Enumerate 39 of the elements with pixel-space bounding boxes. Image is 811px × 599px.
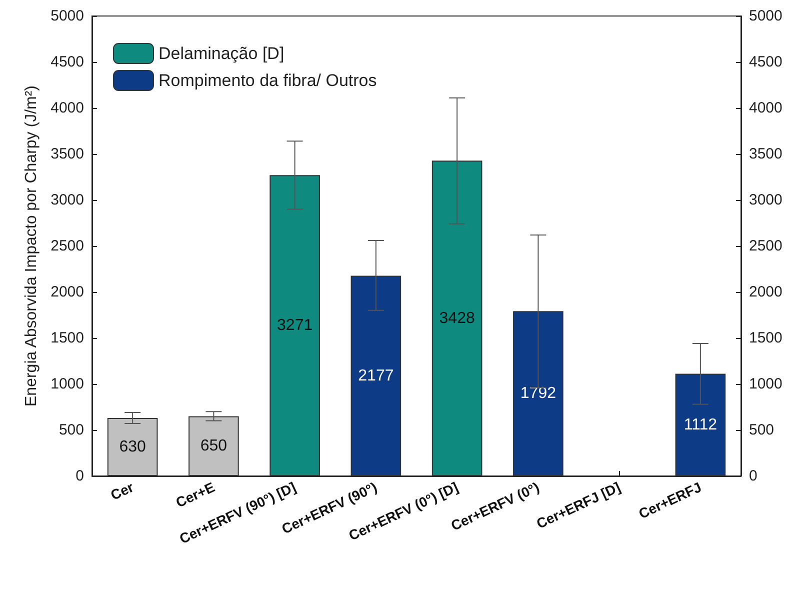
legend-label: Delaminação [D] [158, 44, 284, 63]
y-tick-label: 4000 [50, 100, 84, 116]
bar [432, 160, 482, 476]
bar [188, 416, 239, 476]
bar [675, 374, 726, 476]
y-tick-label: 1500 [50, 330, 84, 346]
y2-tick-label: 5000 [749, 8, 782, 24]
y2-tick-label: 2500 [749, 238, 782, 254]
bar [270, 175, 320, 476]
y2-tick-label: 1500 [749, 330, 782, 346]
y2-tick-label: 4000 [749, 100, 782, 116]
x-tick-label: Cer [108, 478, 136, 504]
bar [350, 276, 402, 476]
y2-tick-label: 2000 [749, 284, 782, 300]
y-tick-label: 4500 [50, 54, 84, 70]
legend-label: Rompimento da fibra/ Outros [158, 71, 377, 90]
y2-tick-label: 3500 [749, 146, 782, 162]
y-tick-label: 500 [58, 422, 84, 438]
data-label: 3271 [277, 317, 313, 334]
y2-tick-label: 500 [749, 422, 774, 438]
y2-tick-label: 0 [749, 468, 758, 484]
y-tick-label: 0 [76, 468, 84, 484]
y2-tick-label: 3000 [749, 192, 782, 208]
y2-tick-label: 4500 [749, 54, 782, 70]
y-tick-label: 3000 [50, 192, 84, 208]
data-label: 650 [200, 438, 228, 455]
data-label: 1112 [684, 416, 718, 434]
bar [107, 418, 158, 476]
data-label: 2177 [358, 367, 394, 384]
y-tick-label: 1000 [50, 376, 84, 392]
y-axis-title: Energia Absorvida Impacto por Charpy (J/m²) [23, 85, 40, 407]
data-label: 630 [119, 438, 146, 456]
y-tick-label: 2500 [50, 238, 84, 254]
y2-tick-label: 1000 [749, 376, 782, 392]
bar [513, 311, 564, 476]
y-tick-label: 5000 [50, 8, 84, 24]
y-tick-label: 2000 [50, 284, 84, 300]
y-tick-label: 3500 [50, 146, 84, 162]
data-label: 3428 [439, 310, 475, 327]
